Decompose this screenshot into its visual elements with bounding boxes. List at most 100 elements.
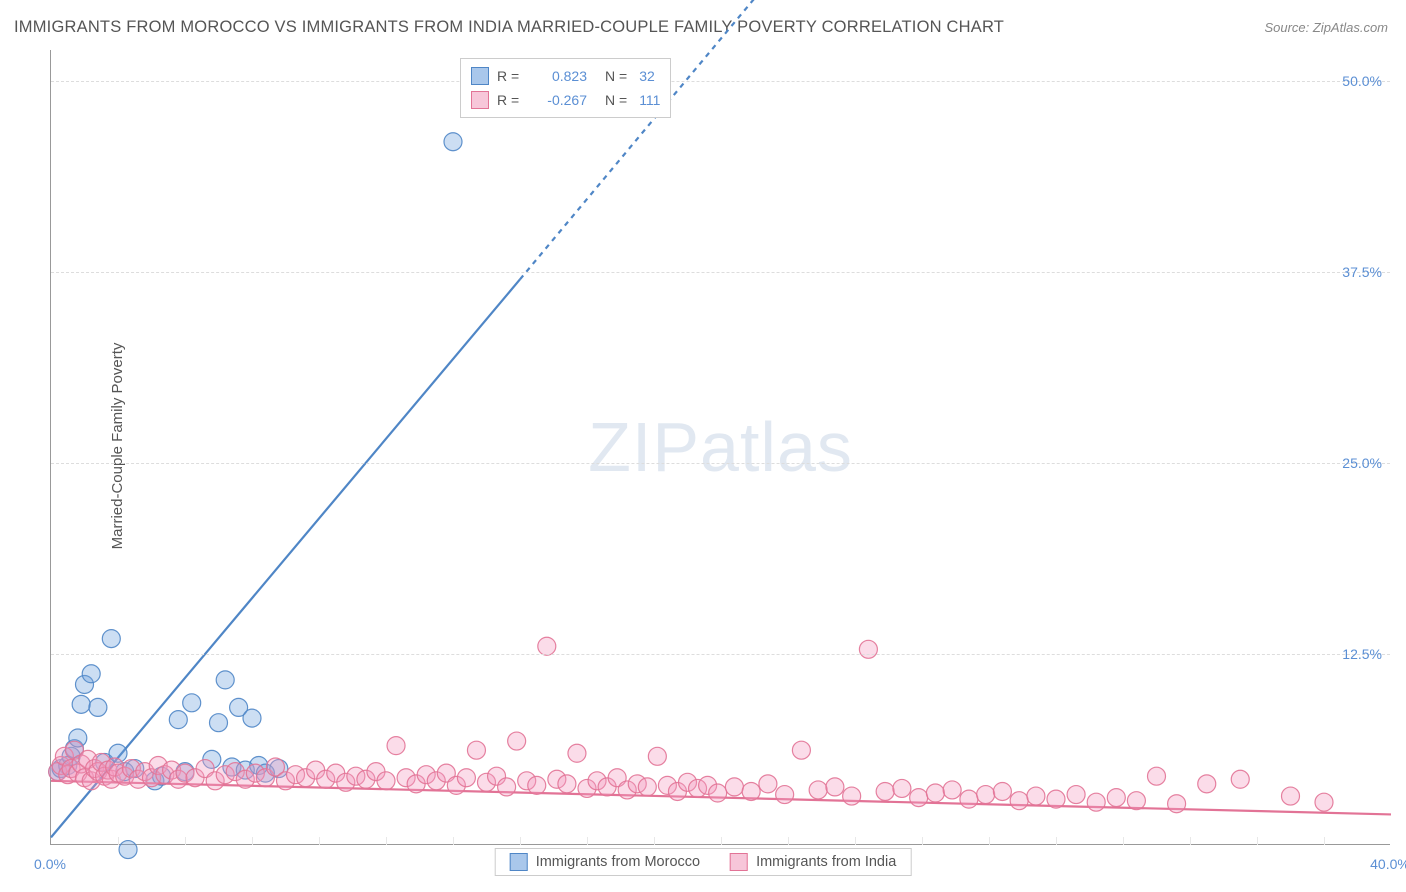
source-attribution: Source: ZipAtlas.com <box>1264 20 1388 35</box>
legend-item: Immigrants from India <box>730 853 896 871</box>
gridline-v <box>654 837 655 845</box>
correlation-chart: IMMIGRANTS FROM MOROCCO VS IMMIGRANTS FR… <box>0 0 1406 892</box>
data-point <box>467 741 485 759</box>
gridline-v <box>520 837 521 845</box>
data-point <box>843 787 861 805</box>
data-point <box>119 841 137 859</box>
gridline-h <box>51 81 1390 82</box>
gridline-v <box>788 837 789 845</box>
data-point <box>1168 795 1186 813</box>
data-point <box>457 769 475 787</box>
legend-n-value: 111 <box>639 88 660 112</box>
data-point <box>725 778 743 796</box>
legend-n-label: N = <box>605 88 627 112</box>
data-point <box>1198 775 1216 793</box>
data-point <box>648 747 666 765</box>
legend-r-label: R = <box>497 88 523 112</box>
ytick-label: 12.5% <box>1342 646 1382 662</box>
data-point <box>1047 790 1065 808</box>
data-point <box>792 741 810 759</box>
xtick-label: 40.0% <box>1370 856 1406 872</box>
gridline-v <box>855 837 856 845</box>
data-point <box>826 778 844 796</box>
plot-area: ZIPatlas 12.5%25.0%37.5%50.0% <box>50 50 1390 845</box>
data-point <box>742 782 760 800</box>
gridline-h <box>51 654 1390 655</box>
data-point <box>1315 793 1333 811</box>
legend-swatch <box>730 853 748 871</box>
legend-item: Immigrants from Morocco <box>510 853 700 871</box>
data-point <box>183 694 201 712</box>
data-point <box>558 775 576 793</box>
legend-r-label: R = <box>497 64 523 88</box>
data-point <box>993 782 1011 800</box>
data-point <box>377 772 395 790</box>
gridline-v <box>185 837 186 845</box>
data-point <box>1067 786 1085 804</box>
legend-swatch <box>471 91 489 109</box>
data-point <box>1010 792 1028 810</box>
data-point <box>387 737 405 755</box>
data-point <box>776 786 794 804</box>
data-point <box>243 709 261 727</box>
data-point <box>960 790 978 808</box>
xtick-label: 0.0% <box>34 856 66 872</box>
legend-r-value: 0.823 <box>531 64 587 88</box>
data-point <box>1282 787 1300 805</box>
data-point <box>169 711 187 729</box>
data-point <box>1231 770 1249 788</box>
data-point <box>926 784 944 802</box>
stats-legend: R = 0.823 N = 32 R = -0.267 N = 111 <box>460 58 671 118</box>
gridline-v <box>1190 837 1191 845</box>
data-point <box>444 133 462 151</box>
legend-r-value: -0.267 <box>531 88 587 112</box>
gridline-v <box>319 837 320 845</box>
data-point <box>1127 792 1145 810</box>
data-point <box>82 665 100 683</box>
gridline-v <box>1056 837 1057 845</box>
legend-n-value: 32 <box>639 64 655 88</box>
data-point <box>859 640 877 658</box>
data-point <box>809 781 827 799</box>
gridline-v <box>989 837 990 845</box>
data-point <box>638 778 656 796</box>
gridline-v <box>922 837 923 845</box>
data-point <box>893 779 911 797</box>
ytick-label: 25.0% <box>1342 455 1382 471</box>
gridline-v <box>587 837 588 845</box>
stats-legend-row: R = 0.823 N = 32 <box>471 64 660 88</box>
data-point <box>72 695 90 713</box>
gridline-v <box>1123 837 1124 845</box>
gridline-h <box>51 463 1390 464</box>
data-point <box>216 671 234 689</box>
data-point <box>977 786 995 804</box>
gridline-v <box>386 837 387 845</box>
data-point <box>709 784 727 802</box>
data-point <box>89 698 107 716</box>
data-point <box>508 732 526 750</box>
legend-swatch <box>510 853 528 871</box>
data-point <box>568 744 586 762</box>
legend-series-name: Immigrants from Morocco <box>536 854 700 870</box>
data-point <box>1148 767 1166 785</box>
ytick-label: 37.5% <box>1342 264 1382 280</box>
series-legend: Immigrants from Morocco Immigrants from I… <box>495 848 912 876</box>
data-point <box>498 778 516 796</box>
data-point <box>943 781 961 799</box>
ytick-label: 50.0% <box>1342 73 1382 89</box>
stats-legend-row: R = -0.267 N = 111 <box>471 88 660 112</box>
data-point <box>1107 789 1125 807</box>
data-point <box>1087 793 1105 811</box>
legend-swatch <box>471 67 489 85</box>
data-point <box>210 714 228 732</box>
chart-title: IMMIGRANTS FROM MOROCCO VS IMMIGRANTS FR… <box>14 18 1004 37</box>
data-point <box>910 789 928 807</box>
gridline-h <box>51 272 1390 273</box>
legend-n-label: N = <box>605 64 627 88</box>
plot-svg <box>51 50 1390 844</box>
data-point <box>528 776 546 794</box>
legend-series-name: Immigrants from India <box>756 854 896 870</box>
gridline-v <box>453 837 454 845</box>
data-point <box>1027 787 1045 805</box>
gridline-v <box>1257 837 1258 845</box>
